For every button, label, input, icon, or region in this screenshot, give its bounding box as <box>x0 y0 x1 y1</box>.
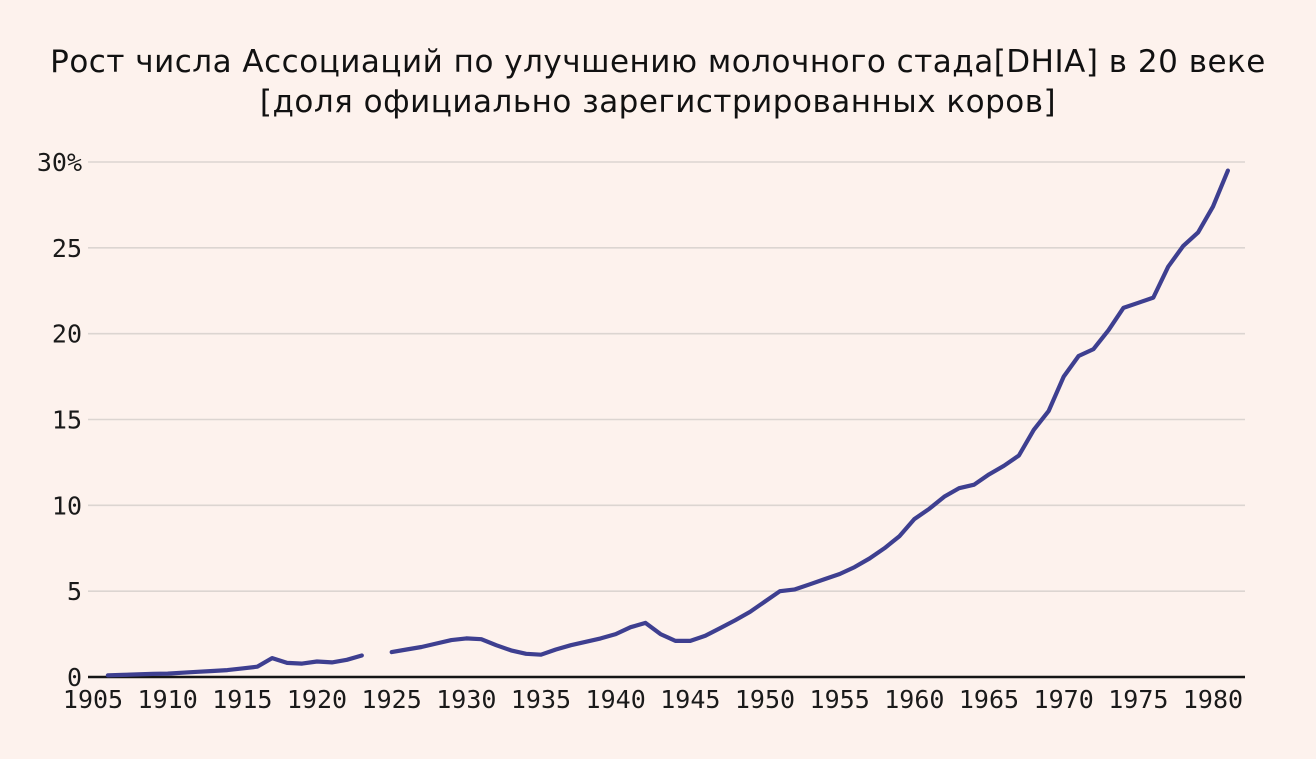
x-tick-label: 1970 <box>1034 685 1094 714</box>
data-line <box>105 168 1230 678</box>
chart-title-line2: [доля официально зарегистрированных коро… <box>259 84 1057 120</box>
y-tick-label: 10 <box>52 491 82 520</box>
y-tick-label: 15 <box>52 405 82 434</box>
x-tick-label: 1945 <box>660 685 720 714</box>
y-tick-label: 20 <box>52 320 82 349</box>
x-tick-label: 1905 <box>63 685 123 714</box>
y-tick-label: 0 <box>67 663 82 692</box>
chart-title: Рост числа Ассоциаций по улучшению молоч… <box>0 42 1316 122</box>
x-tick-label: 1955 <box>810 685 870 714</box>
x-tick-label: 1920 <box>287 685 347 714</box>
x-tick-label: 1935 <box>511 685 571 714</box>
x-tick-label: 1975 <box>1108 685 1168 714</box>
x-tick-label: 1925 <box>362 685 422 714</box>
x-tick-label: 1915 <box>212 685 272 714</box>
x-tick-label: 1980 <box>1183 685 1243 714</box>
x-tick-label: 1910 <box>138 685 198 714</box>
y-tick-label: 30% <box>37 148 82 177</box>
chart-title-line1: Рост числа Ассоциаций по улучшению молоч… <box>50 44 1266 80</box>
y-tick-label: 25 <box>52 234 82 263</box>
x-tick-label: 1950 <box>735 685 795 714</box>
x-tick-label: 1940 <box>586 685 646 714</box>
x-tick-label: 1930 <box>436 685 496 714</box>
y-tick-label: 5 <box>67 577 82 606</box>
x-tick-label: 1960 <box>884 685 944 714</box>
x-tick-label: 1965 <box>959 685 1019 714</box>
